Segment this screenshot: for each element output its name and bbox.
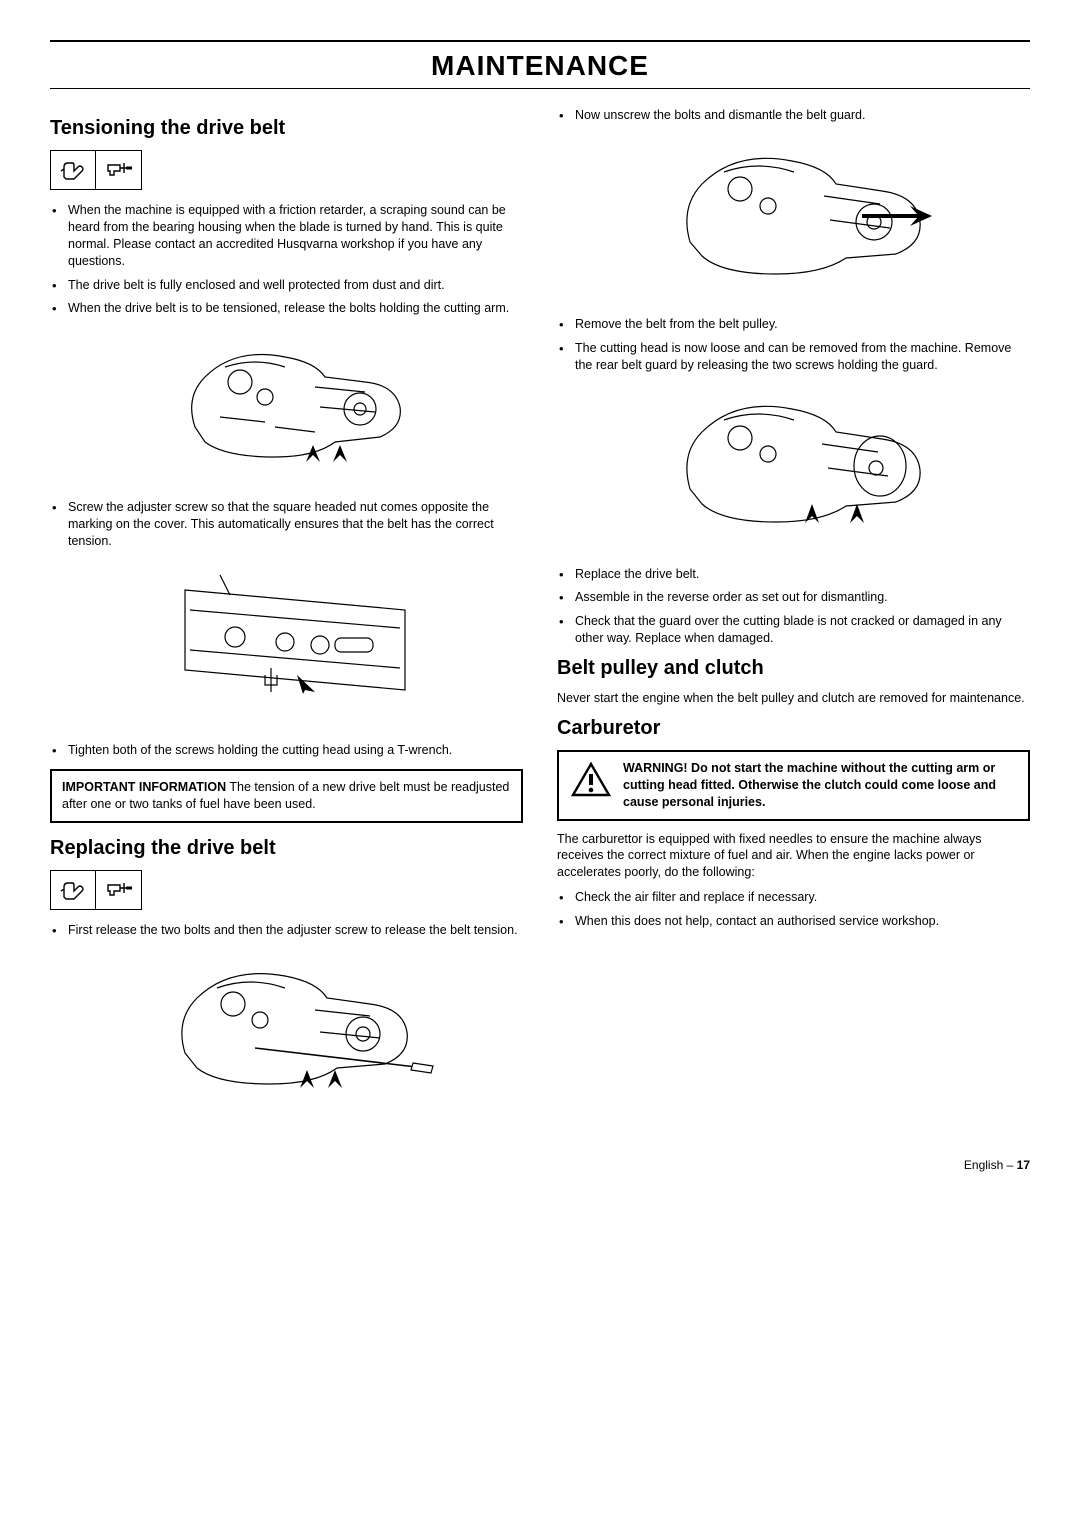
bullets-right-mid: Remove the belt from the belt pulley. Th… <box>557 316 1030 374</box>
info-label: IMPORTANT INFORMATION <box>62 780 226 794</box>
bullets-tensioning-a: When the machine is equipped with a fric… <box>50 202 523 317</box>
content-columns: Tensioning the drive belt When the machi… <box>50 107 1030 1130</box>
page-title: MAINTENANCE <box>50 50 1030 82</box>
footer-dash: – <box>1007 1158 1014 1172</box>
power-tool-icon <box>96 870 142 910</box>
bullets-right-top: Now unscrew the bolts and dismantle the … <box>557 107 1030 124</box>
footer-page-number: 17 <box>1017 1158 1030 1172</box>
list-item: Replace the drive belt. <box>557 566 1030 583</box>
list-item: The cutting head is now loose and can be… <box>557 340 1030 374</box>
list-item: Assemble in the reverse order as set out… <box>557 589 1030 606</box>
warning-text: WARNING! Do not start the machine withou… <box>623 760 1018 811</box>
list-item: When the machine is equipped with a fric… <box>50 202 523 270</box>
heading-carburetor: Carburetor <box>557 717 1030 740</box>
list-item: Remove the belt from the belt pulley. <box>557 316 1030 333</box>
heading-tensioning: Tensioning the drive belt <box>50 117 523 140</box>
page-footer: English – 17 <box>50 1158 1030 1172</box>
belt-pulley-body: Never start the engine when the belt pul… <box>557 690 1030 707</box>
heading-belt-pulley: Belt pulley and clutch <box>557 657 1030 680</box>
list-item: When this does not help, contact an auth… <box>557 913 1030 930</box>
important-info-box: IMPORTANT INFORMATION The tension of a n… <box>50 769 523 823</box>
list-item: Now unscrew the bolts and dismantle the … <box>557 107 1030 124</box>
list-item: Check that the guard over the cutting bl… <box>557 613 1030 647</box>
icon-row-tensioning <box>50 150 523 190</box>
bullets-carburetor: Check the air filter and replace if nece… <box>557 889 1030 930</box>
power-tool-icon <box>96 150 142 190</box>
right-column: Now unscrew the bolts and dismantle the … <box>557 107 1030 1130</box>
icon-row-replacing <box>50 870 523 910</box>
list-item: Screw the adjuster screw so that the squ… <box>50 499 523 550</box>
figure-cutting-arm-bolts <box>66 327 523 487</box>
warning-triangle-icon <box>569 760 613 800</box>
footer-lang: English <box>964 1158 1003 1172</box>
bullets-replacing-a: First release the two bolts and then the… <box>50 922 523 939</box>
list-item: Check the air filter and replace if nece… <box>557 889 1030 906</box>
title-rule <box>50 88 1030 89</box>
top-rule <box>50 40 1030 42</box>
list-item: The drive belt is fully enclosed and wel… <box>50 277 523 294</box>
bullets-right-end: Replace the drive belt. Assemble in the … <box>557 566 1030 648</box>
bullets-tensioning-b: Screw the adjuster screw so that the squ… <box>50 499 523 550</box>
warning-box: WARNING! Do not start the machine withou… <box>557 750 1030 821</box>
list-item: First release the two bolts and then the… <box>50 922 523 939</box>
list-item: Tighten both of the screws holding the c… <box>50 742 523 759</box>
figure-remove-guard <box>573 384 1030 554</box>
heading-replacing: Replacing the drive belt <box>50 837 523 860</box>
figure-release-bolts <box>66 948 523 1118</box>
figure-dismantle-guard <box>573 134 1030 304</box>
carburetor-body: The carburettor is equipped with fixed n… <box>557 831 1030 882</box>
figure-adjuster-screw <box>66 560 523 730</box>
gloves-icon <box>50 150 96 190</box>
list-item: When the drive belt is to be tensioned, … <box>50 300 523 317</box>
gloves-icon <box>50 870 96 910</box>
left-column: Tensioning the drive belt When the machi… <box>50 107 523 1130</box>
bullets-tensioning-c: Tighten both of the screws holding the c… <box>50 742 523 759</box>
